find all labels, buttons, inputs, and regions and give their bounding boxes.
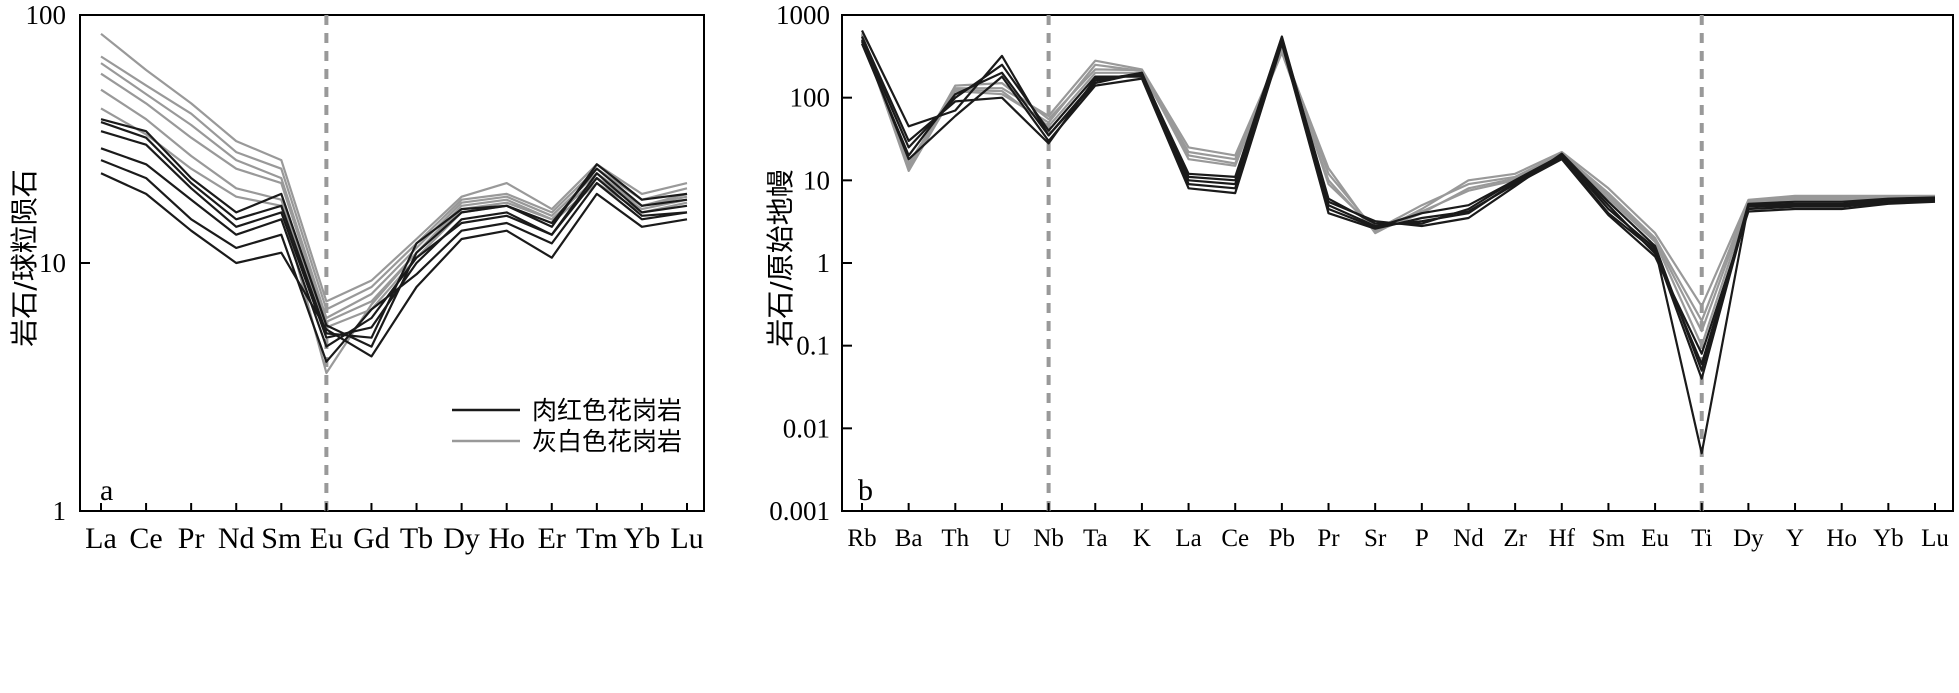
panel-b-letter: b: [858, 474, 873, 507]
x-tick-label: Ho: [488, 522, 525, 555]
series-line: [100, 107, 688, 375]
legend: 肉红色花岗岩 灰白色花岗岩: [452, 396, 682, 456]
panel-b-y-axis-label: 岩石/原始地幔: [764, 169, 797, 346]
y-tick-label: 1: [817, 248, 831, 278]
panel-b-series: [860, 30, 1936, 455]
x-tick-label: Yb: [624, 522, 661, 555]
x-tick-label: Gd: [353, 522, 390, 555]
panel-b-y-ticks: 0.001 0.01 0.1 1 10 100 1000: [769, 0, 852, 526]
x-tick-label: Pb: [1269, 525, 1295, 552]
x-tick-label: Eu: [310, 522, 343, 555]
x-tick-label: Sm: [1592, 525, 1626, 552]
series-line: [100, 147, 688, 348]
series-line: [860, 34, 1935, 347]
x-tick-label: Yb: [1873, 525, 1904, 552]
series-line: [860, 32, 1935, 308]
y-tick-label: 100: [26, 0, 67, 30]
x-tick-label: Th: [941, 525, 969, 552]
y-tick-label: 0.1: [796, 331, 830, 361]
legend-label-gray-granite: 灰白色花岗岩: [532, 427, 682, 456]
x-tick-label: Ta: [1083, 525, 1108, 552]
x-tick-label: Tm: [576, 522, 618, 555]
x-tick-label: Er: [538, 522, 566, 555]
x-tick-label: La: [1175, 525, 1201, 552]
x-tick-label: Ho: [1826, 525, 1857, 552]
x-tick-label: Y: [1786, 525, 1804, 552]
panel-a-x-ticks: La Ce Pr Nd Sm Eu Gd Tb Dy Ho Er Tm Yb Lu: [85, 503, 704, 555]
x-tick-label: Hf: [1549, 525, 1576, 552]
x-tick-label: Nb: [1033, 525, 1064, 552]
series-line: [860, 38, 1936, 366]
y-tick-label: 100: [790, 83, 831, 113]
x-tick-label: P: [1415, 525, 1429, 552]
x-tick-label: Tb: [400, 522, 433, 555]
y-tick-label: 1: [53, 496, 67, 526]
series-line: [860, 38, 1935, 333]
x-tick-label: Dy: [1733, 525, 1764, 552]
x-tick-label: Sr: [1364, 525, 1387, 552]
panel-a-y-axis-label: 岩石/球粒陨石: [8, 169, 41, 346]
y-tick-label: 0.001: [769, 496, 830, 526]
x-tick-label: U: [993, 525, 1011, 552]
x-tick-label: Pr: [1317, 525, 1340, 552]
y-tick-label: 1000: [776, 0, 830, 30]
panel-b-chart: 0.001 0.01 0.1 1 10 100 1000 Rb Ba Th U Nb Ta K La Ce P…: [764, 0, 1954, 552]
y-tick-label: 10: [39, 248, 66, 278]
series-line: [100, 159, 688, 363]
series-line: [100, 62, 688, 320]
x-tick-label: K: [1133, 525, 1151, 552]
panel-a-series: [100, 32, 688, 375]
panel-a-y-ticks: 1 10 100: [26, 0, 90, 526]
x-tick-label: Ce: [1221, 525, 1249, 552]
x-tick-label: La: [85, 522, 117, 555]
x-tick-label: Ba: [895, 525, 923, 552]
x-tick-label: Pr: [178, 522, 205, 555]
series-line: [100, 130, 688, 339]
y-tick-label: 10: [803, 165, 830, 195]
x-tick-label: Lu: [670, 522, 703, 555]
series-line: [100, 172, 688, 358]
x-tick-label: Ce: [129, 522, 162, 555]
x-tick-label: Sm: [261, 522, 301, 555]
series-line: [100, 32, 688, 303]
x-tick-label: Rb: [847, 525, 876, 552]
x-tick-label: Zr: [1503, 525, 1527, 552]
series-line: [100, 118, 688, 348]
x-tick-label: Lu: [1921, 525, 1949, 552]
x-tick-label: Dy: [443, 522, 480, 555]
series-line: [860, 35, 1936, 372]
legend-label-red-granite: 肉红色花岗岩: [532, 396, 682, 425]
y-tick-label: 0.01: [783, 413, 830, 443]
x-tick-label: Ti: [1691, 525, 1712, 552]
x-tick-label: Nd: [218, 522, 255, 555]
panel-b-x-ticks: Rb Ba Th U Nb Ta K La Ce Pb Pr Sr P Nd Zr Hf Sm Eu Ti Dy Y Ho…: [847, 503, 1949, 552]
x-tick-label: Eu: [1641, 525, 1669, 552]
series-line: [100, 88, 688, 329]
series-line: [860, 36, 1935, 322]
panel-a-letter: a: [100, 474, 113, 507]
panel-a-chart: 1 10 100 La Ce Pr Nd Sm Eu Gd Tb Dy Ho Er Tm Yb Lu a 岩石…: [8, 0, 705, 555]
x-tick-label: Nd: [1453, 525, 1484, 552]
